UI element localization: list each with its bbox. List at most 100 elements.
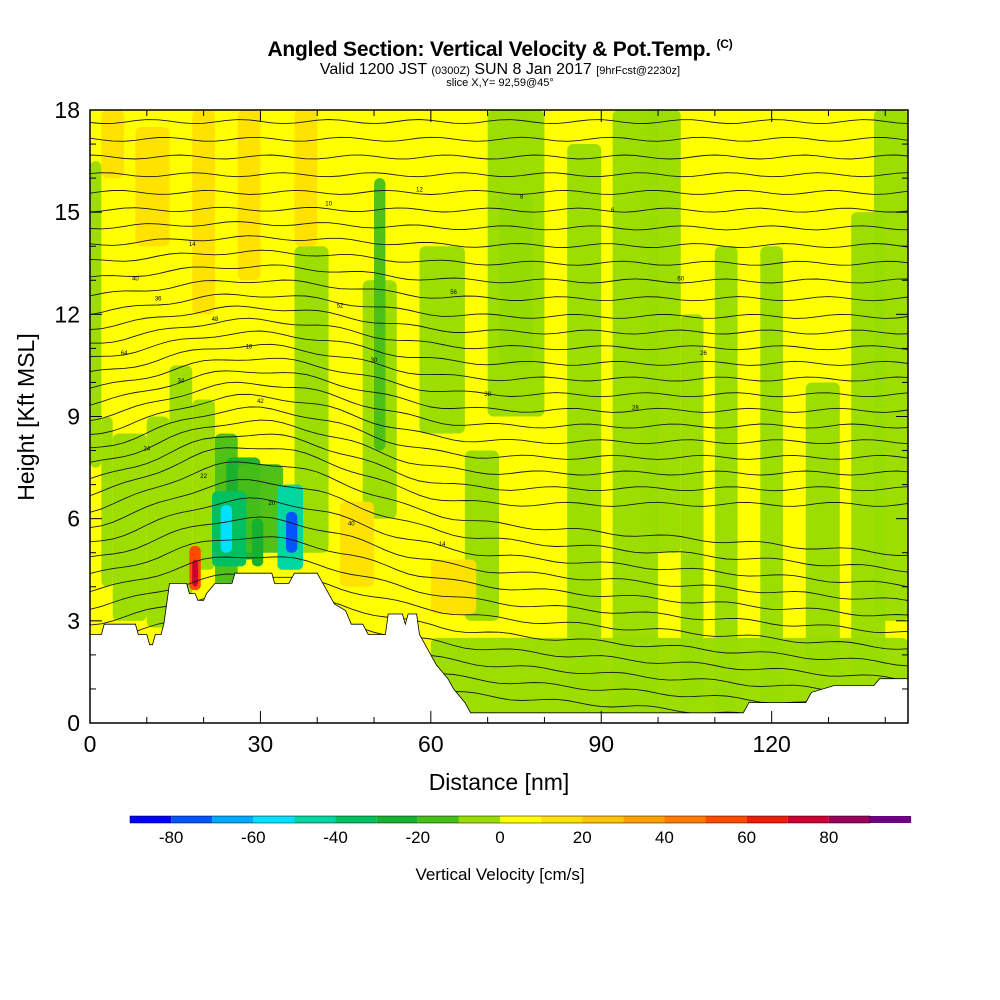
colorbar-tick-label: -20 [405,828,430,847]
theta-contour-label: 14 [189,242,196,248]
colorbar-tick-label: -40 [323,828,348,847]
theta-contour-label: 24 [143,447,150,453]
theta-contour [90,84,908,88]
terrain-shape [89,572,909,724]
colorbar-swatch [582,816,624,823]
theta-contour-label: 28 [632,406,639,412]
theta-contour [90,264,908,284]
theta-contour-label: 12 [416,188,423,194]
theta-contour [90,419,908,476]
theta-contour [90,330,908,366]
velocity-cell [430,637,908,713]
theta-contour [90,293,908,319]
colorbar-tick-label: -80 [159,828,184,847]
theta-contour [90,447,908,507]
x-tick-label: 120 [752,731,790,757]
velocity-cell [567,144,602,689]
theta-contour-label: 26 [700,351,707,357]
y-tick-label: 15 [54,199,80,225]
theta-contour-label: 14 [439,542,446,548]
theta-contour-label: 40 [348,521,355,527]
colorbar-swatch [376,816,418,823]
velocity-cell [192,110,215,315]
theta-contour [90,305,908,335]
theta-contour [90,206,908,213]
velocity-core [251,518,264,567]
colorbar-label: Vertical Velocity [cm/s] [415,865,584,884]
theta-contour [90,249,908,266]
theta-contour [90,461,908,556]
theta-contour-label: 52 [337,304,344,310]
theta-contour-label: 22 [200,474,207,480]
velocity-cell [112,433,147,621]
theta-contour-label: 34 [178,378,185,384]
theta-contour [90,479,908,573]
colorbar-tick-label: 40 [655,828,674,847]
theta-contour-label: 42 [257,399,264,405]
theta-contour-label: 8 [520,195,524,201]
theta-contour-label: 6 [611,208,615,214]
velocity-cell [430,559,477,615]
theta-contour [90,172,908,178]
y-tick-label: 0 [67,710,80,736]
colorbar-tick-label: 60 [737,828,756,847]
x-tick-label: 30 [248,731,274,757]
y-tick-label: 3 [67,608,80,634]
velocity-cell [760,246,784,710]
theta-contour [90,536,908,617]
colorbar-swatch [870,816,912,823]
theta-contour-label: 56 [450,290,457,296]
theta-contour [90,136,908,142]
terrain-mask [89,572,909,724]
colorbar-tick-label: -60 [241,828,266,847]
velocity-cell [101,110,125,179]
velocity-cell [237,464,284,553]
x-tick-label: 60 [418,731,444,757]
chart-subtitle: Valid 1200 JST (0300Z) SUN 8 Jan 2017 [9… [319,61,681,78]
theta-contour [90,433,908,492]
velocity-core [220,505,233,553]
colorbar-swatch [294,816,336,823]
colorbar-swatch [500,816,542,823]
theta-contour [90,357,908,398]
x-tick-label: 0 [84,731,97,757]
chart-title: Angled Section: Vertical Velocity & Pot.… [267,37,733,61]
velocity-cell [374,178,386,451]
colorbar-swatch [623,816,665,823]
theta-contour-label: 18 [246,344,253,350]
theta-contour-label: 36 [155,297,162,303]
colorbar-swatch [828,816,870,823]
theta-contour [90,279,908,302]
theta-contour-label: 38 [484,392,491,398]
velocity-core [285,511,298,553]
velocity-cell [873,110,908,621]
colorbar-swatch [130,816,172,823]
theta-contour [90,343,908,382]
theta-contour-label: 20 [268,501,275,507]
x-axis-label: Distance [nm] [429,769,570,795]
x-tick-label: 90 [588,731,614,757]
theta-contour [90,221,908,231]
velocity-cell [146,416,170,628]
velocity-cell [101,416,113,587]
colorbar-swatch [458,816,500,823]
theta-contour [90,189,908,195]
theta-contour [90,556,908,634]
y-tick-label: 9 [67,404,80,430]
theta-contour [90,393,908,445]
colorbar-swatch [787,816,829,823]
colorbar-frame [129,815,871,824]
y-axis-label: Height [Kft MSL] [13,333,39,500]
slice-label: slice X,Y= 92,59@45° [446,77,554,89]
velocity-cell [294,246,329,553]
y-tick-label: 18 [54,97,80,123]
theta-contour [90,370,908,413]
colorbar-tick-label: 20 [573,828,592,847]
theta-contour [90,516,908,602]
colorbar: -80 -60 -40 -20 0 20 40 60 80 [129,815,912,847]
velocity-cell [419,246,465,434]
theta-contour [90,381,908,429]
velocity-cell [339,501,375,587]
